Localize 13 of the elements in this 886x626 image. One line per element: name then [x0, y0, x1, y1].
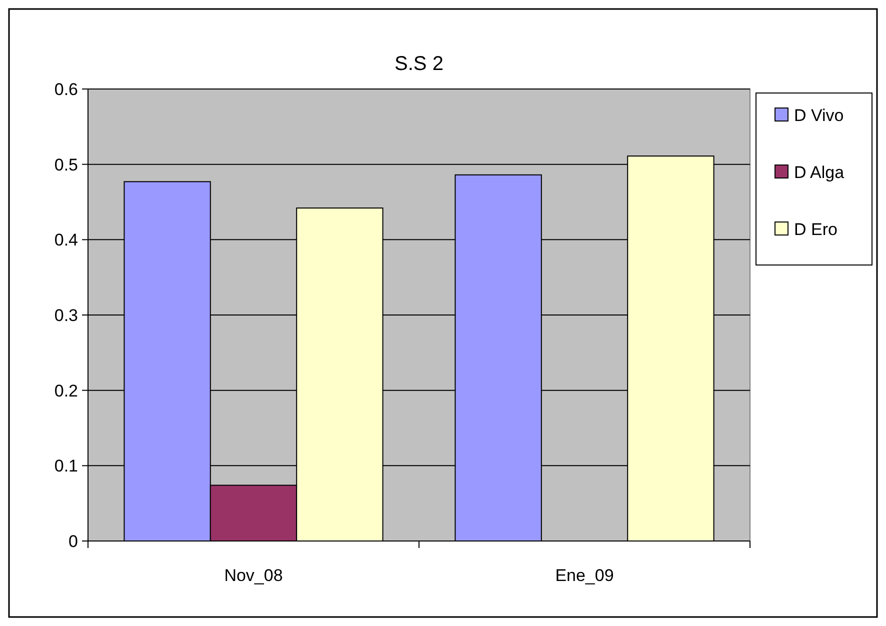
y-tick-label: 0.5 [54, 155, 78, 174]
x-tick-label: Ene_09 [555, 566, 614, 585]
y-tick-label: 0.4 [54, 230, 78, 250]
chart-title: S.S 2 [394, 53, 444, 75]
y-tick-label: 0.2 [54, 381, 78, 400]
y-tick-label: 0.6 [54, 80, 78, 99]
legend-label: D Vivo [794, 106, 844, 125]
legend-label: D Alga [794, 162, 845, 182]
y-tick-label: 0.3 [54, 306, 78, 325]
y-tick-label: 0.1 [54, 456, 78, 476]
legend-label: D Ero [794, 220, 838, 239]
x-tick-label: Nov_08 [224, 566, 283, 585]
y-tick-label: 0 [68, 532, 78, 551]
